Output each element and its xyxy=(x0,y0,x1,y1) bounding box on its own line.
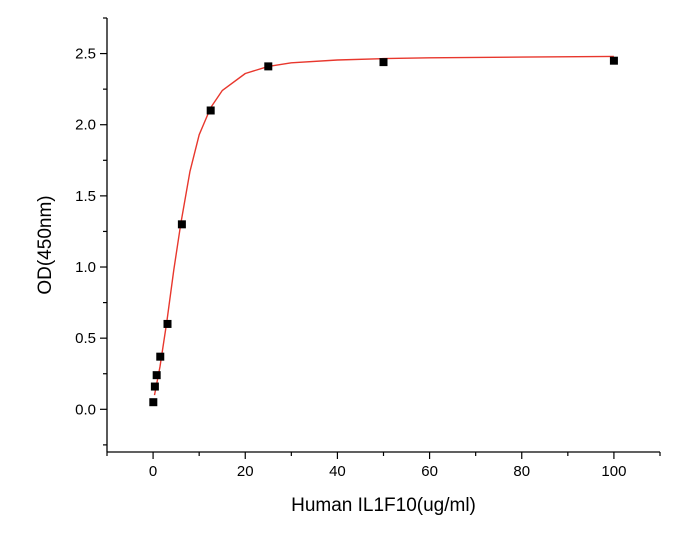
x-tick-label: 60 xyxy=(421,463,438,480)
x-tick-label: 0 xyxy=(149,463,157,480)
y-tick-label: 0.0 xyxy=(75,401,96,418)
y-tick-label: 0.5 xyxy=(75,330,96,347)
data-point xyxy=(149,398,158,407)
y-tick-label: 1.5 xyxy=(75,188,96,205)
x-tick-label: 100 xyxy=(601,463,626,480)
y-tick-label: 2.5 xyxy=(75,46,96,63)
data-point xyxy=(379,58,388,67)
x-tick-label: 80 xyxy=(513,463,530,480)
data-point xyxy=(163,319,172,328)
data-point xyxy=(177,220,186,229)
data-point xyxy=(152,371,161,380)
fit-curve-layer xyxy=(153,55,614,396)
fit-curve xyxy=(153,55,614,396)
data-points-layer xyxy=(149,56,618,407)
y-axis-title: OD(450nm) xyxy=(35,195,56,294)
axes: 0 20 40 60 80 100 0.0 0.5 1.0 1.5 2.0 2.5 xyxy=(75,17,661,480)
x-axis-title: Human IL1F10(ug/ml) xyxy=(291,495,476,516)
data-point xyxy=(609,56,618,65)
x-tick-label: 20 xyxy=(237,463,254,480)
data-point xyxy=(150,382,159,391)
y-tick-label: 2.0 xyxy=(75,117,96,134)
data-point xyxy=(156,352,165,361)
data-point xyxy=(264,62,273,71)
data-point xyxy=(206,106,215,115)
y-tick-label: 1.0 xyxy=(75,259,96,276)
x-tick-label: 40 xyxy=(329,463,346,480)
